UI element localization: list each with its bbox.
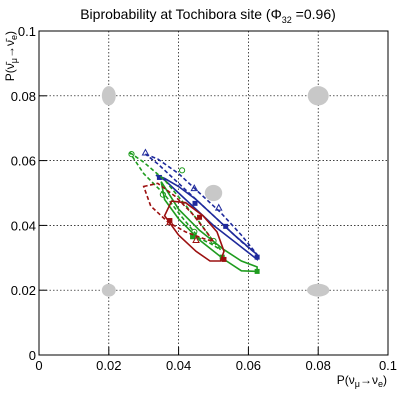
plot-frame	[38, 30, 389, 356]
series-marker	[192, 235, 200, 243]
x-tick-label: 0.06	[236, 358, 261, 373]
gray-markers	[101, 86, 330, 297]
series-marker	[197, 214, 203, 220]
series-line-blue-dashed	[144, 153, 258, 256]
y-tick-label: 0	[29, 348, 36, 363]
grid-lines	[38, 30, 389, 356]
x-tick-label: 0	[35, 358, 42, 373]
x-tick-labels: 0 0.02 0.04 0.06 0.08 0.1	[35, 358, 397, 373]
series-marker	[141, 148, 150, 156]
series-marker	[178, 167, 186, 174]
series-marker	[191, 228, 198, 235]
series-marker	[167, 218, 173, 224]
series-marker	[190, 234, 196, 240]
series-group	[128, 148, 260, 274]
x-tick-label: 0.1	[379, 358, 397, 373]
y-axis-label: P(ν̄μ→ν̄e)	[3, 31, 19, 81]
gray-marker	[307, 283, 330, 297]
series-marker	[254, 254, 260, 260]
series-marker	[214, 203, 223, 211]
y-tick-label: 0.02	[11, 283, 36, 298]
x-tick-label: 0.02	[96, 358, 121, 373]
series-marker	[223, 223, 229, 229]
x-tick-label: 0.08	[306, 358, 331, 373]
series-marker	[221, 256, 227, 262]
x-axis-label: P(νμ→νe)	[337, 373, 387, 389]
series-line-green-dashed	[129, 151, 222, 251]
gray-marker	[101, 283, 116, 297]
y-tick-label: 0.1	[18, 24, 36, 39]
series-marker	[156, 174, 162, 180]
series-line-red-solid	[163, 200, 225, 262]
series-marker	[254, 268, 260, 274]
gray-marker	[307, 86, 329, 106]
y-tick-labels: 0 0.02 0.04 0.06 0.08 0.1	[11, 24, 36, 363]
series-marker	[128, 151, 135, 158]
x-tick-label: 0.04	[166, 358, 191, 373]
y-tick-label: 0.08	[11, 89, 36, 104]
gray-marker	[204, 184, 223, 202]
series-marker	[192, 200, 198, 206]
series-marker	[166, 218, 174, 226]
y-tick-label: 0.06	[11, 154, 36, 169]
chart-title: Biprobability at Tochibora site (Φ32 =0.…	[80, 6, 336, 25]
gray-marker	[101, 86, 116, 106]
series-marker	[159, 191, 166, 198]
y-tick-label: 0.04	[11, 218, 36, 233]
series-marker	[190, 184, 199, 192]
series-line-red-dashed	[142, 182, 216, 244]
